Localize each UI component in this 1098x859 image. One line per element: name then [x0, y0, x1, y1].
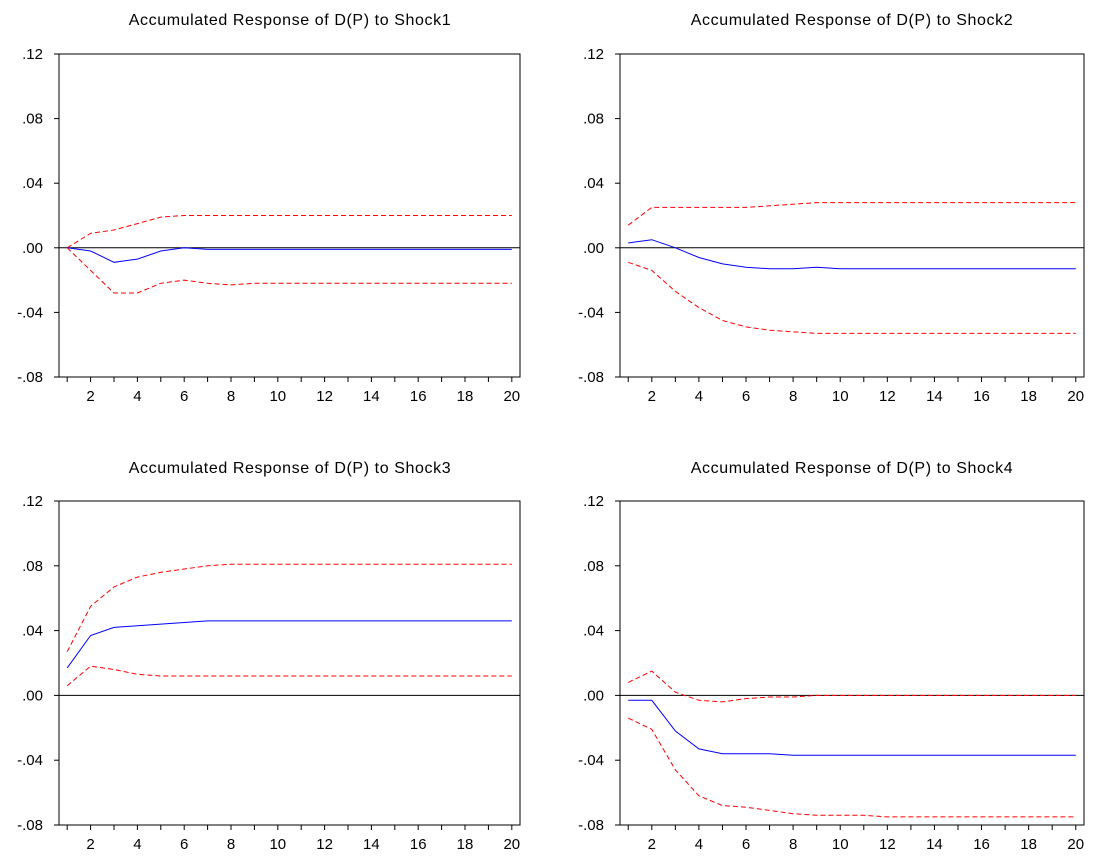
band-line-lower — [627, 717, 1076, 818]
x-tick-label: 10 — [832, 836, 849, 853]
x-tick-label: 16 — [973, 836, 990, 853]
band-line-lower — [66, 665, 512, 687]
x-tick-label: 12 — [316, 836, 333, 853]
y-tick-label: -.04 — [17, 752, 43, 769]
plot-frame — [58, 53, 521, 378]
x-tick-label: 6 — [180, 836, 188, 853]
chart-title: Accumulated Response of D(P) to Shock1 — [129, 12, 452, 29]
y-tick-label: .04 — [583, 175, 604, 192]
band-line-upper — [627, 202, 1076, 226]
y-tick-label: .08 — [22, 558, 43, 575]
y-tick-label: -.08 — [578, 817, 604, 834]
chart-panel-3: Accumulated Response of D(P) to Shock3 .1… — [17, 460, 521, 853]
x-tick-label: 18 — [1020, 388, 1037, 405]
y-tick-label: -.08 — [578, 369, 604, 386]
chart-panel-2: Accumulated Response of D(P) to Shock2 .1… — [578, 12, 1085, 405]
chart-panel-1: Accumulated Response of D(P) to Shock1 .1… — [17, 12, 521, 405]
y-tick-label: .00 — [583, 687, 604, 704]
x-tick-label: 2 — [86, 836, 94, 853]
y-tick-label: -.04 — [17, 304, 43, 321]
band-line-lower — [66, 247, 512, 294]
x-tick-label: 14 — [926, 388, 943, 405]
x-tick-label: 18 — [457, 388, 474, 405]
x-tick-label: 6 — [742, 388, 750, 405]
y-tick-label: .04 — [583, 623, 604, 640]
chart-title: Accumulated Response of D(P) to Shock4 — [691, 460, 1014, 477]
chart-title: Accumulated Response of D(P) to Shock3 — [129, 460, 452, 477]
plot-frame — [58, 500, 521, 826]
x-tick-label: 4 — [695, 388, 703, 405]
x-tick-label: 20 — [1067, 388, 1084, 405]
x-tick-label: 18 — [457, 836, 474, 853]
plot-frame — [619, 53, 1085, 378]
x-tick-label: 2 — [648, 388, 656, 405]
x-tick-label: 16 — [410, 388, 427, 405]
y-tick-label: .08 — [583, 111, 604, 128]
y-tick-label: .04 — [22, 175, 43, 192]
x-tick-label: 18 — [1020, 836, 1037, 853]
band-line-upper — [66, 215, 512, 249]
y-tick-label: .08 — [583, 558, 604, 575]
x-tick-label: 6 — [742, 836, 750, 853]
y-tick-label: -.08 — [17, 369, 43, 386]
response-line — [628, 699, 1076, 756]
y-tick-label: .00 — [583, 240, 604, 257]
x-tick-label: 4 — [133, 836, 141, 853]
x-tick-label: 8 — [789, 836, 797, 853]
plot-frame — [619, 500, 1085, 826]
y-tick-label: .00 — [22, 687, 43, 704]
y-tick-label: .04 — [22, 623, 43, 640]
response-line — [67, 247, 512, 263]
response-line — [628, 239, 1076, 270]
y-tick-label: .08 — [22, 111, 43, 128]
x-tick-label: 6 — [180, 388, 188, 405]
x-tick-label: 8 — [789, 388, 797, 405]
y-tick-label: .12 — [583, 493, 604, 510]
x-tick-label: 14 — [363, 388, 380, 405]
band-line-upper — [66, 563, 512, 652]
x-tick-label: 20 — [1067, 836, 1084, 853]
x-tick-label: 8 — [227, 388, 235, 405]
x-tick-label: 10 — [269, 836, 286, 853]
x-tick-label: 10 — [269, 388, 286, 405]
response-line — [66, 620, 512, 669]
x-tick-label: 2 — [86, 388, 94, 405]
x-tick-label: 20 — [503, 388, 520, 405]
x-tick-label: 20 — [503, 836, 520, 853]
y-tick-label: -.08 — [17, 817, 43, 834]
x-tick-label: 2 — [648, 836, 656, 853]
chart-panel-4: Accumulated Response of D(P) to Shock4 .1… — [578, 460, 1085, 853]
x-tick-label: 12 — [879, 836, 896, 853]
band-line-lower — [628, 261, 1076, 334]
y-tick-label: .00 — [22, 240, 43, 257]
x-tick-label: 4 — [695, 836, 703, 853]
x-tick-label: 16 — [410, 836, 427, 853]
x-tick-label: 12 — [879, 388, 896, 405]
y-tick-label: -.04 — [578, 752, 604, 769]
x-tick-label: 14 — [363, 836, 380, 853]
x-tick-label: 10 — [832, 388, 849, 405]
x-tick-label: 8 — [227, 836, 235, 853]
x-tick-label: 16 — [973, 388, 990, 405]
y-tick-label: .12 — [583, 46, 604, 63]
x-tick-label: 12 — [316, 388, 333, 405]
y-tick-label: .12 — [22, 493, 43, 510]
x-tick-label: 14 — [926, 836, 943, 853]
chart-title: Accumulated Response of D(P) to Shock2 — [691, 12, 1014, 29]
y-tick-label: -.04 — [578, 304, 604, 321]
y-tick-label: .12 — [22, 46, 43, 63]
band-line-upper — [627, 670, 1076, 703]
x-tick-label: 4 — [133, 388, 141, 405]
